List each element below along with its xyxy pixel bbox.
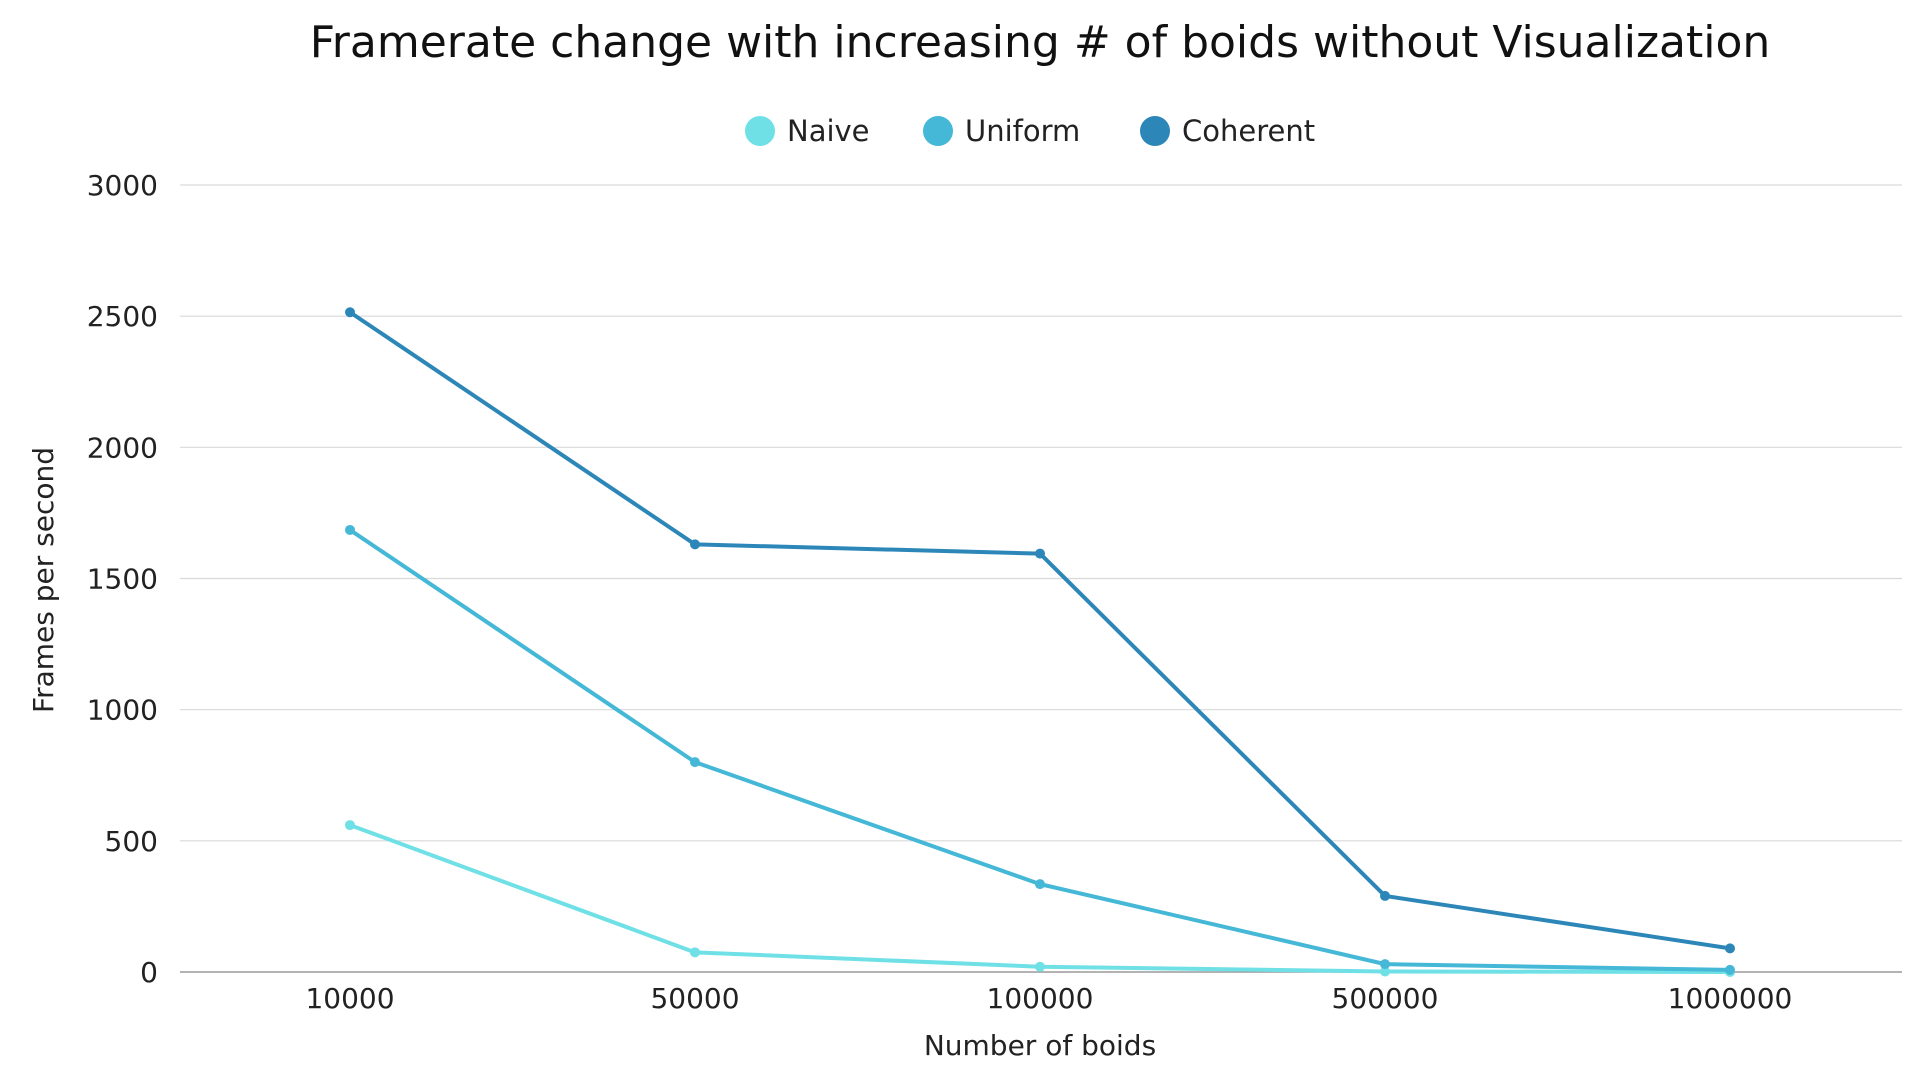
data-point <box>1380 959 1390 970</box>
y-tick-label: 0 <box>140 956 158 989</box>
chart-title: Framerate change with increasing # of bo… <box>310 17 1771 68</box>
x-tick-label: 500000 <box>1332 982 1439 1015</box>
y-tick-label: 2500 <box>87 300 158 333</box>
legend-item-uniform: Uniform <box>923 114 1080 148</box>
data-point <box>1380 966 1390 977</box>
series-line <box>348 310 1732 951</box>
legend-swatch <box>745 116 775 146</box>
data-point <box>1725 964 1735 975</box>
data-point <box>690 757 700 768</box>
series <box>345 307 1735 977</box>
data-point <box>345 307 355 318</box>
y-tick-label: 1500 <box>87 563 158 596</box>
x-axis-title: Number of boids <box>924 1029 1156 1062</box>
data-point <box>1380 890 1390 901</box>
series-line <box>348 823 1732 974</box>
data-point <box>345 524 355 535</box>
series-uniform <box>345 524 1735 975</box>
grid <box>180 184 1902 973</box>
x-tick-label: 50000 <box>650 982 739 1015</box>
legend-label: Naive <box>787 114 870 148</box>
data-point <box>1035 961 1045 972</box>
legend-swatch <box>1140 116 1170 146</box>
y-tick-label: 1000 <box>87 694 158 727</box>
data-point <box>690 539 700 550</box>
data-point <box>1725 943 1735 954</box>
data-point <box>690 947 700 958</box>
legend-item-coherent: Coherent <box>1140 114 1315 148</box>
y-axis-title: Frames per second <box>27 447 60 713</box>
series-naive <box>345 820 1735 977</box>
data-point <box>1035 879 1045 890</box>
x-tick-label: 100000 <box>987 982 1094 1015</box>
x-tick-label: 10000 <box>305 982 394 1015</box>
legend: Naive Uniform Coherent <box>745 114 1315 148</box>
series-coherent <box>345 307 1735 954</box>
series-line <box>348 527 1732 972</box>
legend-label: Uniform <box>965 114 1080 148</box>
data-point <box>1035 548 1045 559</box>
legend-item-naive: Naive <box>745 114 870 148</box>
y-tick-label: 3000 <box>87 169 158 202</box>
x-axis-ticks: 10000 50000 100000 500000 1000000 <box>305 982 1792 1015</box>
x-tick-label: 1000000 <box>1668 982 1793 1015</box>
y-tick-label: 500 <box>105 825 158 858</box>
data-point <box>345 820 355 831</box>
legend-swatch <box>923 116 953 146</box>
y-axis-ticks: 0 500 1000 1500 2000 2500 3000 <box>87 169 158 989</box>
legend-label: Coherent <box>1182 114 1315 148</box>
y-tick-label: 2000 <box>87 431 158 464</box>
